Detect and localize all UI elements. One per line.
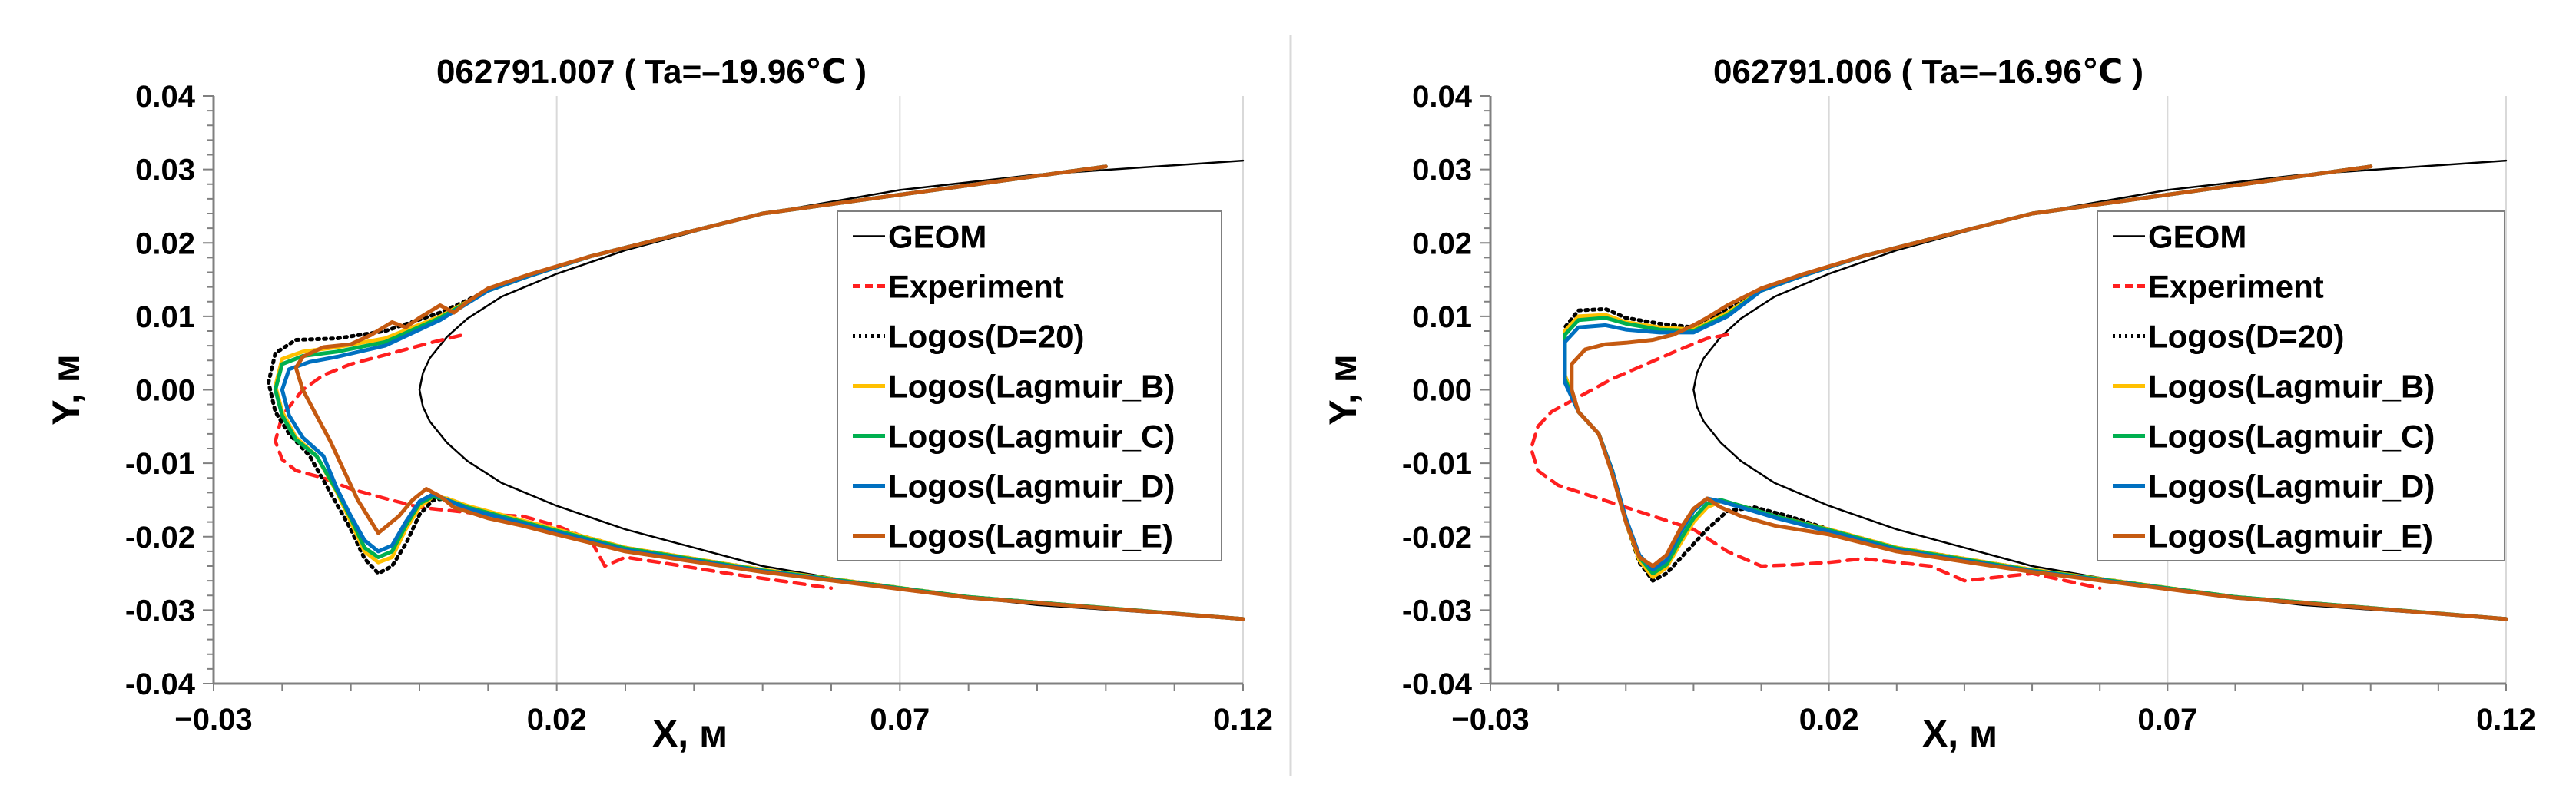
y-tick-label: 0.00 bbox=[135, 374, 195, 408]
y-axis-label: Y, м bbox=[1321, 354, 1364, 426]
series-line-experiment bbox=[1529, 333, 2102, 590]
legend-label: Logos(Lagmuir_E) bbox=[888, 518, 1173, 555]
y-tick-label: -0.01 bbox=[1402, 447, 1472, 481]
series-line-experiment bbox=[274, 333, 834, 590]
y-tick-label: -0.03 bbox=[125, 594, 195, 628]
legend-label: Logos(Lagmuir_E) bbox=[2148, 518, 2433, 555]
legend-label: Logos(Lagmuir_D) bbox=[2148, 469, 2435, 505]
legend-label: Logos(Lagmuir_D) bbox=[888, 469, 1175, 505]
x-tick-label: 0.02 bbox=[527, 703, 587, 737]
chart-panel-left: 062791.007 ( Ta=–19.96℃ ) 0.04 0.03 0.02 0.0… bbox=[45, 53, 1273, 755]
x-tick-label: 0.12 bbox=[2476, 703, 2536, 737]
y-tick-label: 0.02 bbox=[1412, 227, 1472, 260]
x-axis-label: X, м bbox=[652, 712, 728, 755]
legend-label: GEOM bbox=[2148, 219, 2246, 255]
legend-label: Logos(Lagmuir_C) bbox=[888, 419, 1175, 455]
legend-label: Logos(Lagmuir_B) bbox=[888, 369, 1175, 405]
y-tick-label: -0.04 bbox=[125, 667, 196, 701]
y-tick-label: 0.01 bbox=[135, 300, 195, 334]
x-tick-label: −0.03 bbox=[174, 703, 252, 737]
x-tick-label: 0.07 bbox=[2137, 703, 2197, 737]
y-tick-label: -0.03 bbox=[1402, 594, 1472, 628]
legend-label: Logos(Lagmuir_C) bbox=[2148, 419, 2435, 455]
y-tick-label: 0.00 bbox=[1412, 374, 1472, 408]
y-tick-label: -0.04 bbox=[1402, 667, 1473, 701]
x-tick-label: 0.12 bbox=[1213, 703, 1273, 737]
y-tick-label: -0.02 bbox=[1402, 521, 1472, 555]
legend-label: GEOM bbox=[888, 219, 986, 255]
x-tick-label: −0.03 bbox=[1451, 703, 1529, 737]
x-tick-label: 0.07 bbox=[870, 703, 930, 737]
chart-title: 062791.006 ( Ta=–16.96℃ ) bbox=[1713, 53, 2143, 91]
y-tick-label: 0.04 bbox=[1412, 80, 1473, 114]
x-axis-label: X, м bbox=[1922, 712, 1997, 755]
y-tick-label: -0.02 bbox=[125, 521, 195, 555]
legend-box bbox=[837, 210, 1222, 561]
y-tick-label: 0.02 bbox=[135, 227, 195, 260]
y-tick-label: 0.04 bbox=[135, 80, 196, 114]
legend-label: Experiment bbox=[2148, 269, 2324, 305]
legend-label: Logos(D=20) bbox=[2148, 319, 2345, 355]
series-line-logos-lagmuir-e bbox=[293, 164, 1245, 621]
series-line-logos-lagmuir-d bbox=[280, 164, 1245, 621]
legend-label: Logos(D=20) bbox=[888, 319, 1085, 355]
series-line-logos-lagmuir-e bbox=[1570, 164, 2508, 621]
legend-label: Experiment bbox=[888, 269, 1064, 305]
legend-label: Logos(Lagmuir_B) bbox=[2148, 369, 2435, 405]
y-tick-label: -0.01 bbox=[125, 447, 195, 481]
legend-box bbox=[2097, 210, 2505, 561]
x-tick-label: 0.02 bbox=[1799, 703, 1859, 737]
y-tick-label: 0.03 bbox=[135, 154, 195, 187]
chart-panel-right: 062791.006 ( Ta=–16.96℃ ) 0.04 0.03 0.02 0.0… bbox=[1321, 53, 2536, 755]
y-tick-label: 0.01 bbox=[1412, 300, 1472, 334]
y-axis-label: Y, м bbox=[45, 354, 88, 426]
chart-title: 062791.007 ( Ta=–19.96℃ ) bbox=[436, 53, 867, 91]
y-tick-label: 0.03 bbox=[1412, 154, 1472, 187]
